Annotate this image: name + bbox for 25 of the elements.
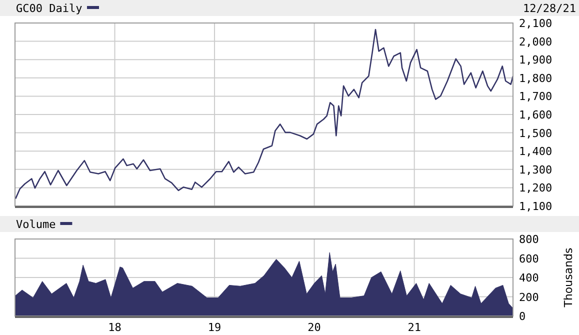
- y-tick-label: 400: [519, 272, 539, 284]
- y-tick-label: 2,100: [519, 17, 552, 30]
- y-tick-label: 2,000: [519, 35, 552, 48]
- legend-label: GC00 Daily: [16, 2, 83, 15]
- y-tick-label: 200: [519, 290, 539, 304]
- y-tick-label: 1,400: [519, 145, 552, 158]
- x-tick-label: 18: [108, 321, 122, 334]
- y-tick-label: 1,700: [519, 90, 552, 104]
- line-series: [14, 28, 514, 200]
- y-tick-label: 1,100: [519, 200, 552, 213]
- y-tick-label: 1,600: [519, 108, 552, 122]
- x-tick-label: 19: [208, 321, 222, 334]
- y-tick-label: 1,500: [519, 126, 552, 140]
- y-tick-label: 800: [519, 233, 539, 246]
- x-tick-label: 20: [308, 321, 321, 334]
- y-tick-label: 600: [519, 252, 539, 266]
- y-tick-label: 1,800: [519, 72, 552, 85]
- y-tick-label: 1,900: [519, 54, 552, 67]
- legend-label: Volume: [16, 218, 56, 231]
- y-tick-label: 1,300: [519, 163, 552, 176]
- y-axis-title: Thousands: [562, 247, 575, 308]
- text: 12/28/21: [523, 2, 576, 15]
- x-tick-label: 21: [408, 321, 421, 334]
- y-tick-label: 0: [519, 310, 526, 323]
- y-tick-label: 1,200: [519, 182, 552, 195]
